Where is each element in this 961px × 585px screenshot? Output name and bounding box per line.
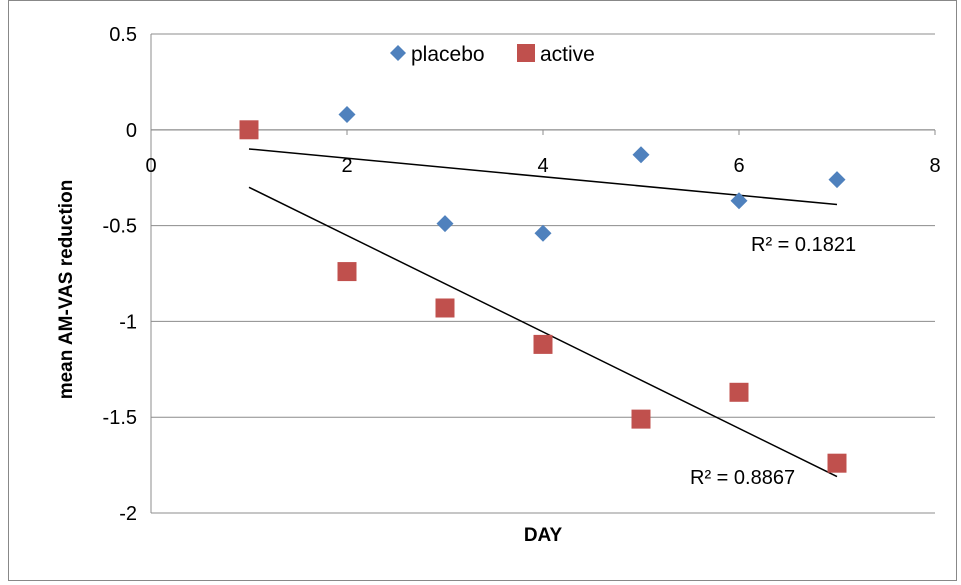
point-placebo (828, 171, 846, 189)
point-active (239, 120, 259, 140)
point-active (631, 409, 651, 429)
y-tick-label: -1 (119, 311, 137, 333)
x-tick-label: 8 (929, 155, 940, 177)
point-active (729, 382, 749, 402)
point-active (435, 298, 455, 318)
x-tick-label: 0 (145, 155, 156, 177)
point-placebo (338, 105, 356, 123)
y-tick-label: 0.5 (109, 24, 137, 46)
legend-marker-active (517, 44, 535, 62)
point-placebo (436, 215, 454, 233)
chart-frame (8, 0, 957, 581)
y-axis-title: mean AM-VAS reduction (56, 180, 77, 400)
x-tick-label: 6 (733, 155, 744, 177)
r-squared-label-active: R² = 0.8867 (690, 467, 795, 489)
point-placebo (534, 224, 552, 242)
point-placebo (632, 146, 650, 164)
trendlines: R² = 0.1821 R² = 0.8867 (248, 148, 856, 489)
legend-label-placebo: placebo (411, 43, 485, 66)
point-active (827, 453, 847, 473)
gridlines (151, 33, 935, 514)
y-tick-label: -2 (119, 503, 137, 525)
point-active (533, 334, 553, 354)
legend-marker-placebo (390, 45, 406, 61)
data-points (239, 105, 847, 473)
trendline-active (248, 186, 838, 478)
x-tick-label: 2 (341, 155, 352, 177)
x-axis-title: DAY (524, 525, 563, 546)
y-tick-label: -1.5 (103, 407, 137, 429)
point-placebo (730, 192, 748, 210)
tick-labels: 0.5 0 -0.5 -1 -1.5 -2 0 2 4 6 8 (103, 24, 941, 525)
legend: placebo active (390, 43, 595, 66)
point-active (337, 262, 357, 282)
y-tick-label: 0 (126, 120, 137, 142)
legend-label-active: active (540, 43, 595, 66)
x-tick-label: 4 (537, 155, 548, 177)
axes (150, 34, 936, 513)
y-tick-label: -0.5 (103, 216, 137, 238)
r-squared-label-placebo: R² = 0.1821 (751, 234, 856, 256)
